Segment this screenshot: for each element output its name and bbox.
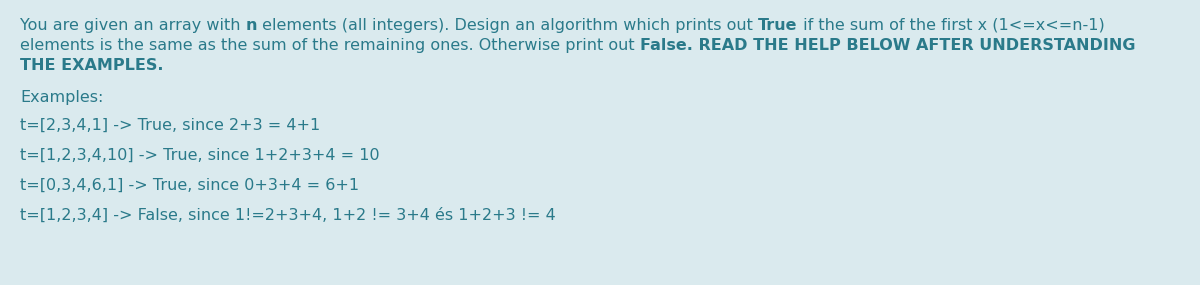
Text: You are given an array with: You are given an array with <box>20 18 246 33</box>
Text: True: True <box>758 18 798 33</box>
Text: Examples:: Examples: <box>20 90 103 105</box>
Text: elements is the same as the sum of the remaining ones. Otherwise print out: elements is the same as the sum of the r… <box>20 38 640 53</box>
Text: t=[1,2,3,4] -> False, since 1!=2+3+4, 1+2 != 3+4 és 1+2+3 != 4: t=[1,2,3,4] -> False, since 1!=2+3+4, 1+… <box>20 208 556 223</box>
Text: if the sum of the first x (1<=x<=n-1): if the sum of the first x (1<=x<=n-1) <box>798 18 1104 33</box>
Text: n: n <box>246 18 257 33</box>
Text: False. READ THE HELP BELOW AFTER UNDERSTANDING: False. READ THE HELP BELOW AFTER UNDERST… <box>640 38 1135 53</box>
Text: elements (all integers). Design an algorithm which prints out: elements (all integers). Design an algor… <box>257 18 758 33</box>
Text: t=[1,2,3,4,10] -> True, since 1+2+3+4 = 10: t=[1,2,3,4,10] -> True, since 1+2+3+4 = … <box>20 148 379 163</box>
Text: t=[2,3,4,1] -> True, since 2+3 = 4+1: t=[2,3,4,1] -> True, since 2+3 = 4+1 <box>20 118 320 133</box>
Text: t=[0,3,4,6,1] -> True, since 0+3+4 = 6+1: t=[0,3,4,6,1] -> True, since 0+3+4 = 6+1 <box>20 178 359 193</box>
Text: THE EXAMPLES.: THE EXAMPLES. <box>20 58 163 73</box>
